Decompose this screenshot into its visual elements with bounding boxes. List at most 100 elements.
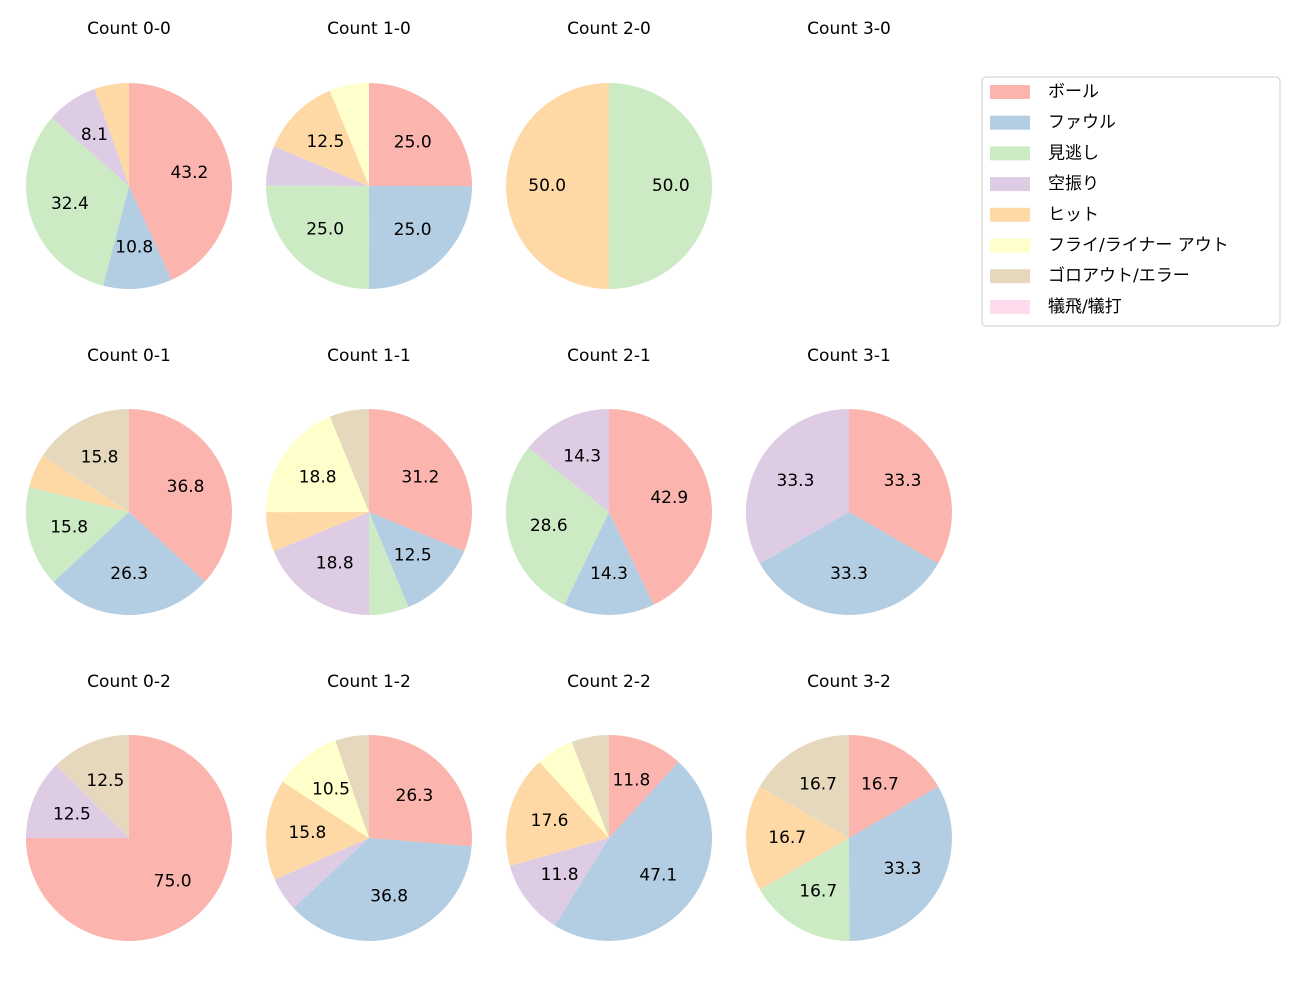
- slice-label: 10.8: [115, 238, 153, 258]
- pie-slice: [273, 512, 370, 615]
- slice-label: 25.0: [394, 220, 432, 240]
- pie-slice: [103, 186, 172, 289]
- pie-slice: [369, 83, 472, 187]
- pie-slice: [571, 735, 609, 838]
- pie-slice: [509, 838, 609, 926]
- pie-slice: [759, 838, 850, 941]
- pie-slice: [266, 185, 369, 289]
- slice-label: 18.8: [316, 553, 354, 573]
- slice-label: 10.5: [312, 779, 350, 799]
- legend-label: 見逃し: [1048, 143, 1099, 163]
- pie-slice: [369, 512, 409, 615]
- pie-title: Count 2-2: [567, 672, 651, 692]
- pie-slice: [849, 409, 952, 564]
- slice-label: 36.8: [370, 886, 408, 906]
- pie-title: Count 1-1: [327, 346, 411, 366]
- pie-slice: [528, 409, 609, 512]
- slice-label: 15.8: [50, 517, 88, 537]
- pie-slice: [329, 83, 369, 186]
- pie-slice: [369, 409, 472, 552]
- pie-slice: [609, 83, 712, 289]
- pie-slice: [369, 512, 465, 608]
- legend-swatch: [990, 115, 1030, 130]
- pie-slice: [26, 117, 129, 286]
- pie-slice: [759, 735, 849, 838]
- legend-label: フライ/ライナー アウト: [1048, 236, 1229, 256]
- legend-label: ファウル: [1048, 113, 1116, 133]
- pie-slice: [293, 838, 472, 942]
- pie-slice: [849, 735, 939, 838]
- slice-label: 12.5: [306, 132, 344, 152]
- legend-label: 犠飛/犠打: [1048, 297, 1122, 317]
- slice-label: 26.3: [110, 564, 148, 584]
- slice-label: 32.4: [51, 194, 89, 214]
- pie-slice: [329, 409, 369, 512]
- pie-slice: [94, 83, 129, 186]
- slice-label: 33.3: [777, 471, 815, 491]
- slice-label: 25.0: [394, 132, 432, 152]
- legend-swatch: [990, 146, 1030, 161]
- slice-label: 16.7: [861, 774, 899, 794]
- legend-swatch: [990, 299, 1030, 314]
- pie-slice: [273, 90, 369, 186]
- legend-swatch: [990, 177, 1030, 192]
- pie-slice: [29, 455, 129, 512]
- slice-label: 43.2: [170, 163, 208, 183]
- pie-slice: [53, 512, 205, 615]
- slice-label: 16.7: [799, 774, 837, 794]
- slice-label: 12.5: [86, 771, 124, 791]
- pie-slice: [266, 416, 369, 513]
- pie-title: Count 1-0: [327, 19, 411, 39]
- slice-label: 75.0: [154, 872, 192, 892]
- pie-slice: [554, 761, 712, 941]
- slice-label: 50.0: [528, 176, 566, 196]
- legend-label: ボール: [1048, 82, 1099, 102]
- pie-slice: [56, 735, 130, 838]
- pie-slice: [25, 487, 129, 583]
- pie-slice: [266, 512, 369, 552]
- pie-title: Count 2-1: [567, 346, 651, 366]
- slice-label: 14.3: [563, 446, 601, 466]
- pie-slice: [266, 146, 369, 186]
- slice-label: 42.9: [650, 488, 688, 508]
- slice-label: 33.3: [884, 471, 922, 491]
- pie-title: Count 0-0: [87, 19, 171, 39]
- pie-slice: [564, 512, 654, 616]
- slice-label: 12.5: [53, 804, 91, 824]
- pie-slice: [274, 838, 369, 909]
- slice-label: 26.3: [396, 786, 434, 806]
- legend-label: 空振り: [1048, 174, 1099, 194]
- pie-title: Count 0-1: [87, 346, 171, 366]
- pie-slice: [609, 735, 679, 838]
- pie-slice: [282, 740, 369, 838]
- pie-slice: [266, 781, 369, 880]
- slice-label: 15.8: [81, 448, 119, 468]
- pie-slice: [745, 786, 849, 890]
- pie-slice: [129, 83, 233, 280]
- slice-label: 33.3: [884, 859, 922, 879]
- slice-label: 36.8: [167, 477, 205, 497]
- pie-title: Count 2-0: [567, 19, 651, 39]
- slice-label: 50.0: [652, 176, 690, 196]
- pie-slice: [539, 741, 609, 838]
- slice-label: 25.0: [306, 220, 344, 240]
- slice-label: 31.2: [401, 468, 439, 488]
- slice-label: 17.6: [531, 811, 569, 831]
- pie-slice: [849, 786, 953, 941]
- pie-slice: [505, 761, 609, 866]
- legend-box: [981, 76, 1281, 327]
- pie-slice: [506, 83, 609, 289]
- slice-label: 11.8: [612, 770, 650, 790]
- slice-label: 15.8: [288, 823, 326, 843]
- pie-slice: [609, 409, 713, 605]
- legend-swatch: [990, 238, 1030, 253]
- legend-swatch: [990, 207, 1030, 222]
- pie-slice: [506, 447, 609, 605]
- pie-title: Count 0-2: [87, 672, 171, 692]
- slice-label: 16.7: [768, 828, 806, 848]
- slice-label: 14.3: [590, 564, 628, 584]
- pie-title: Count 3-0: [807, 19, 891, 39]
- pie-slice: [335, 735, 369, 838]
- pie-title: Count 1-2: [327, 672, 411, 692]
